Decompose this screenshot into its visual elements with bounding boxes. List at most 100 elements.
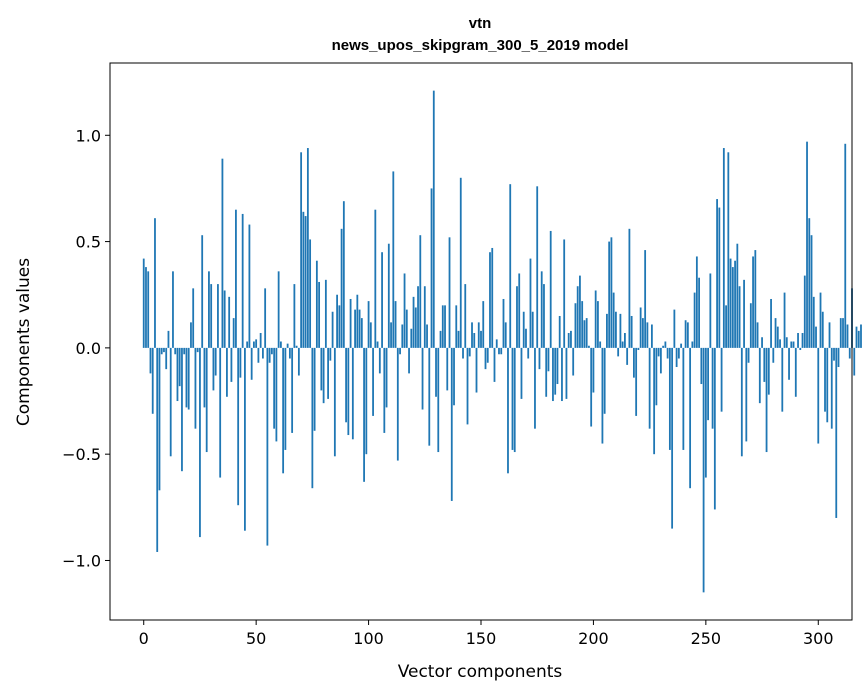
- bar: [797, 333, 799, 348]
- bar: [151, 347, 154, 414]
- bar: [367, 301, 370, 348]
- bar: [821, 311, 824, 348]
- bar: [693, 292, 696, 348]
- bar: [583, 320, 586, 348]
- bar: [745, 347, 748, 442]
- bar: [579, 275, 581, 348]
- bar: [853, 347, 856, 376]
- bar: [599, 341, 602, 348]
- bar: [392, 171, 395, 348]
- bar: [686, 322, 689, 348]
- bar: [324, 279, 327, 348]
- bar: [351, 347, 354, 440]
- bar: [210, 284, 213, 348]
- bar: [543, 284, 545, 348]
- bar: [576, 286, 579, 348]
- bar: [466, 347, 469, 425]
- x-tick-label: 250: [691, 629, 722, 648]
- bar: [169, 347, 172, 457]
- bar: [565, 347, 568, 399]
- bar: [756, 322, 759, 348]
- bar: [383, 347, 386, 433]
- bar: [192, 288, 195, 348]
- bar: [585, 318, 588, 348]
- bar: [208, 271, 210, 348]
- bar: [214, 347, 217, 376]
- bar: [441, 305, 444, 348]
- bar: [707, 347, 709, 421]
- bar: [313, 347, 316, 431]
- bar: [221, 158, 224, 348]
- y-tick-label: −1.0: [62, 551, 101, 570]
- bar: [624, 333, 626, 348]
- bar: [349, 298, 352, 348]
- bar: [268, 347, 271, 363]
- bar: [639, 307, 642, 348]
- bar: [453, 347, 455, 406]
- bar: [666, 347, 669, 359]
- bar: [484, 347, 487, 370]
- bar: [819, 292, 822, 348]
- bar: [770, 298, 772, 348]
- bar: [848, 347, 851, 359]
- bar: [333, 347, 336, 457]
- bar: [673, 309, 676, 348]
- bar: [835, 347, 838, 518]
- bar: [160, 347, 163, 355]
- bar: [738, 286, 741, 348]
- bar: [758, 347, 761, 404]
- bar: [637, 347, 640, 351]
- bar: [608, 241, 611, 348]
- bar: [264, 288, 267, 348]
- bar: [558, 315, 561, 348]
- bar: [767, 347, 770, 395]
- x-tick-label: 200: [578, 629, 609, 648]
- bar: [142, 258, 145, 348]
- y-axis-ticks: −1.0 −0.5 0.0 0.5 1.0: [62, 126, 110, 570]
- bar: [430, 188, 433, 348]
- chart-title: vtn: [469, 15, 492, 32]
- bar: [561, 347, 563, 402]
- bar: [378, 347, 381, 374]
- bar: [740, 347, 743, 457]
- bar: [662, 345, 665, 348]
- bar: [306, 148, 309, 348]
- x-tick-label: 300: [803, 629, 834, 648]
- bar: [749, 303, 752, 348]
- bar: [709, 273, 712, 348]
- bar: [369, 322, 372, 348]
- bar: [783, 292, 786, 348]
- bar: [704, 347, 707, 478]
- bar: [626, 347, 629, 365]
- bar: [837, 347, 840, 368]
- bar: [199, 347, 201, 538]
- bar: [410, 328, 413, 348]
- bar: [621, 341, 624, 348]
- bar: [860, 324, 862, 348]
- bar: [376, 341, 379, 348]
- bar: [761, 337, 763, 348]
- bar: [648, 347, 651, 429]
- bar: [426, 324, 428, 348]
- bar: [241, 213, 244, 348]
- bar: [239, 347, 242, 378]
- bar: [250, 347, 253, 380]
- bar: [473, 333, 476, 348]
- bar: [356, 294, 359, 348]
- bar: [547, 347, 550, 372]
- bar: [417, 286, 419, 348]
- bar: [255, 339, 258, 348]
- bar: [713, 347, 716, 510]
- bar: [244, 347, 246, 531]
- bar: [336, 294, 338, 348]
- bar: [839, 318, 842, 348]
- bar: [491, 247, 494, 348]
- bar: [722, 148, 725, 348]
- bar: [181, 347, 183, 472]
- bar: [659, 347, 662, 374]
- bar: [432, 90, 435, 348]
- bar-series: [142, 90, 862, 593]
- bar: [459, 177, 462, 348]
- bar: [655, 347, 658, 406]
- bar: [405, 309, 408, 348]
